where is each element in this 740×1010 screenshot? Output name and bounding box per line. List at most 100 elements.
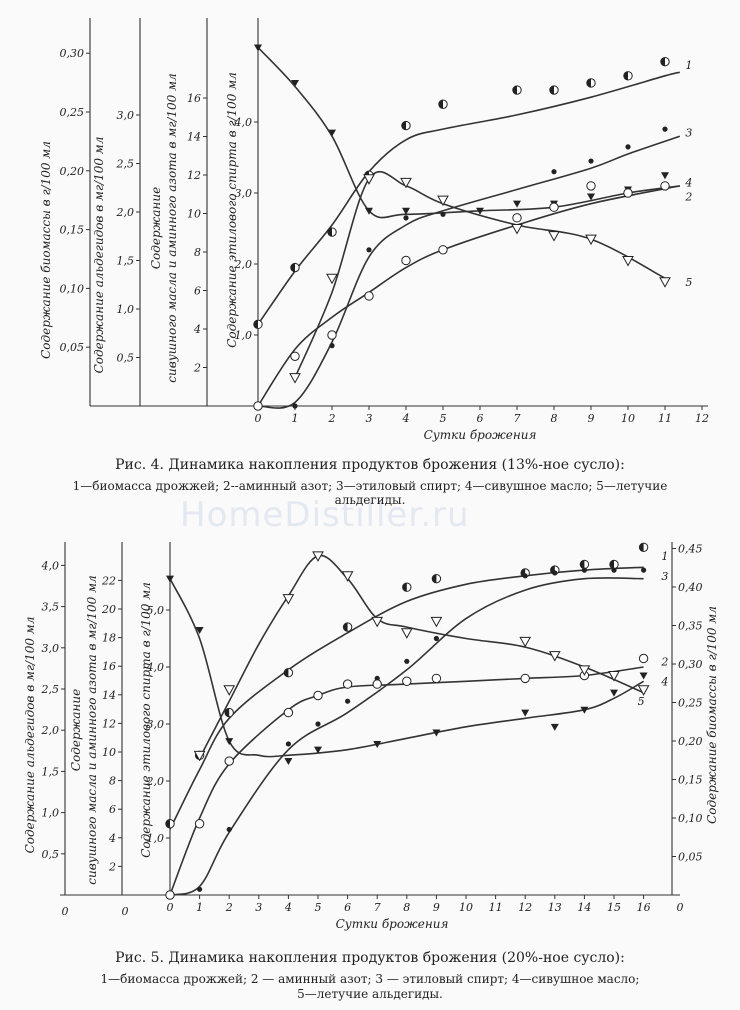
y-tick-label: 3,0 (117, 109, 135, 122)
series-1-label: 1 (661, 550, 668, 563)
y-tick-label: 0,15 (60, 224, 85, 237)
x-tick-label: 7 (514, 412, 521, 425)
series-3-point (522, 573, 528, 579)
series-5-point (548, 651, 561, 662)
x-tick-label: 1 (196, 901, 203, 914)
series-4-point (586, 181, 596, 191)
series-4-point (402, 676, 412, 686)
x-tick-label: 4 (402, 412, 410, 425)
y-tick-label: 0,30 (60, 47, 85, 60)
y-tick-label: 1,5 (42, 765, 60, 778)
series-2-point (639, 672, 648, 680)
y-tick-label: 10 (187, 208, 201, 221)
series-4-point (194, 819, 205, 829)
y-tick-label: 2 (193, 362, 201, 375)
left-zero-label: 0 (122, 905, 129, 918)
x-tick-label: 2 (225, 901, 233, 914)
y-tick-label: 8 (194, 246, 201, 259)
series-2-point (254, 44, 262, 52)
x-axis-label: Сутки брожения (336, 917, 449, 931)
series-1-point (224, 707, 234, 718)
series-3-point (440, 211, 446, 217)
series-3-point (551, 169, 557, 175)
figure-5-legend-line-1: 1—биомасса дрожжей; 2 — аминный азот; 3 … (100, 972, 640, 986)
series-5-point (430, 616, 443, 628)
y-tick-label: 1,5 (117, 255, 135, 268)
series-5-point (585, 234, 597, 246)
series-2-line (169, 578, 644, 758)
series-3-point (403, 215, 409, 221)
series-4-point (372, 679, 382, 689)
series-2-point (610, 689, 618, 697)
y-tick-label: 6 (194, 285, 201, 298)
x-tick-label: 16 (637, 901, 651, 914)
series-4-point (549, 202, 559, 212)
series-5-point (400, 177, 412, 189)
x-tick-label: 8 (403, 901, 410, 914)
series-1-line (257, 71, 680, 325)
series-5-point (511, 224, 523, 235)
series-5-point (289, 373, 301, 384)
series-2-point (513, 200, 521, 208)
x-tick-label: 13 (548, 901, 562, 914)
x-tick-label: 3 (366, 412, 373, 425)
series-3-line (257, 135, 681, 409)
y-tick-label: 3,0 (235, 187, 253, 200)
series-4-line (257, 185, 680, 407)
series-1-point (327, 227, 337, 237)
series-4-point (638, 653, 649, 664)
series-2-point (432, 729, 441, 737)
series-3-point (197, 886, 203, 892)
x-tick-label: 10 (459, 901, 473, 914)
series-3-point (226, 826, 232, 833)
series-2-point (166, 575, 174, 583)
y-tick-label: 6 (109, 803, 116, 816)
series-4-point (660, 181, 670, 191)
y-tick-label: 2,0 (116, 206, 135, 219)
series-5-point (193, 750, 206, 762)
y-tick-label: 0,25 (678, 697, 703, 710)
series-1-point (401, 120, 411, 131)
figure-4-legend: 1—биомасса дрожжей; 2--аминный азот; 3—э… (72, 479, 668, 507)
series-4-point (364, 291, 374, 301)
y-axis-title-2: Содержание альдегидов в мг/100 мл (92, 137, 106, 374)
x-tick-label: 0 (167, 901, 174, 914)
series-2-point (291, 79, 299, 87)
series-5-line (198, 554, 644, 759)
y-tick-label: 0,25 (60, 106, 85, 119)
y-tick-label: 10 (102, 746, 116, 759)
series-3-point (345, 698, 351, 704)
y-axis-title-3: Содержание этилового спирта в г/100 мл (139, 582, 153, 858)
y-axis-title-2: Содержание (69, 689, 83, 771)
x-tick-label: 15 (607, 901, 621, 914)
series-4-point (165, 890, 175, 900)
y-tick-label: 1,0 (42, 807, 60, 820)
series-1-point (438, 99, 448, 109)
x-tick-label: 5 (440, 412, 447, 425)
series-1-point (402, 582, 412, 592)
series-2-point (284, 758, 293, 766)
series-4-point (438, 245, 448, 255)
x-axis-label: Сутки брожения (424, 428, 537, 442)
series-3-label: 3 (685, 127, 692, 140)
series-1-label: 1 (685, 59, 692, 72)
series-2-label: 2 (660, 655, 668, 668)
series-1-point (342, 622, 353, 632)
y-axis-title-1: Содержание биомассы в г/100 мл (39, 141, 53, 359)
y-axis-title-4: Содержание биомассы в г/100 мл (705, 606, 719, 824)
series-5-point (363, 174, 375, 185)
y-tick-label: 0,15 (678, 774, 703, 787)
series-2-point (373, 740, 382, 748)
y-tick-label: 0,5 (117, 352, 135, 365)
y-tick-label: 16 (187, 92, 201, 105)
y-tick-label: 0,5 (42, 848, 60, 861)
y-tick-label: 5,0 (147, 604, 165, 617)
series-3-point (366, 247, 372, 253)
series-4-point (431, 673, 442, 684)
series-5-point (622, 255, 634, 267)
y-tick-label: 4 (108, 832, 116, 845)
series-2-point (402, 207, 410, 215)
x-tick-label: 11 (489, 901, 503, 914)
y-tick-label: 8 (109, 775, 116, 788)
